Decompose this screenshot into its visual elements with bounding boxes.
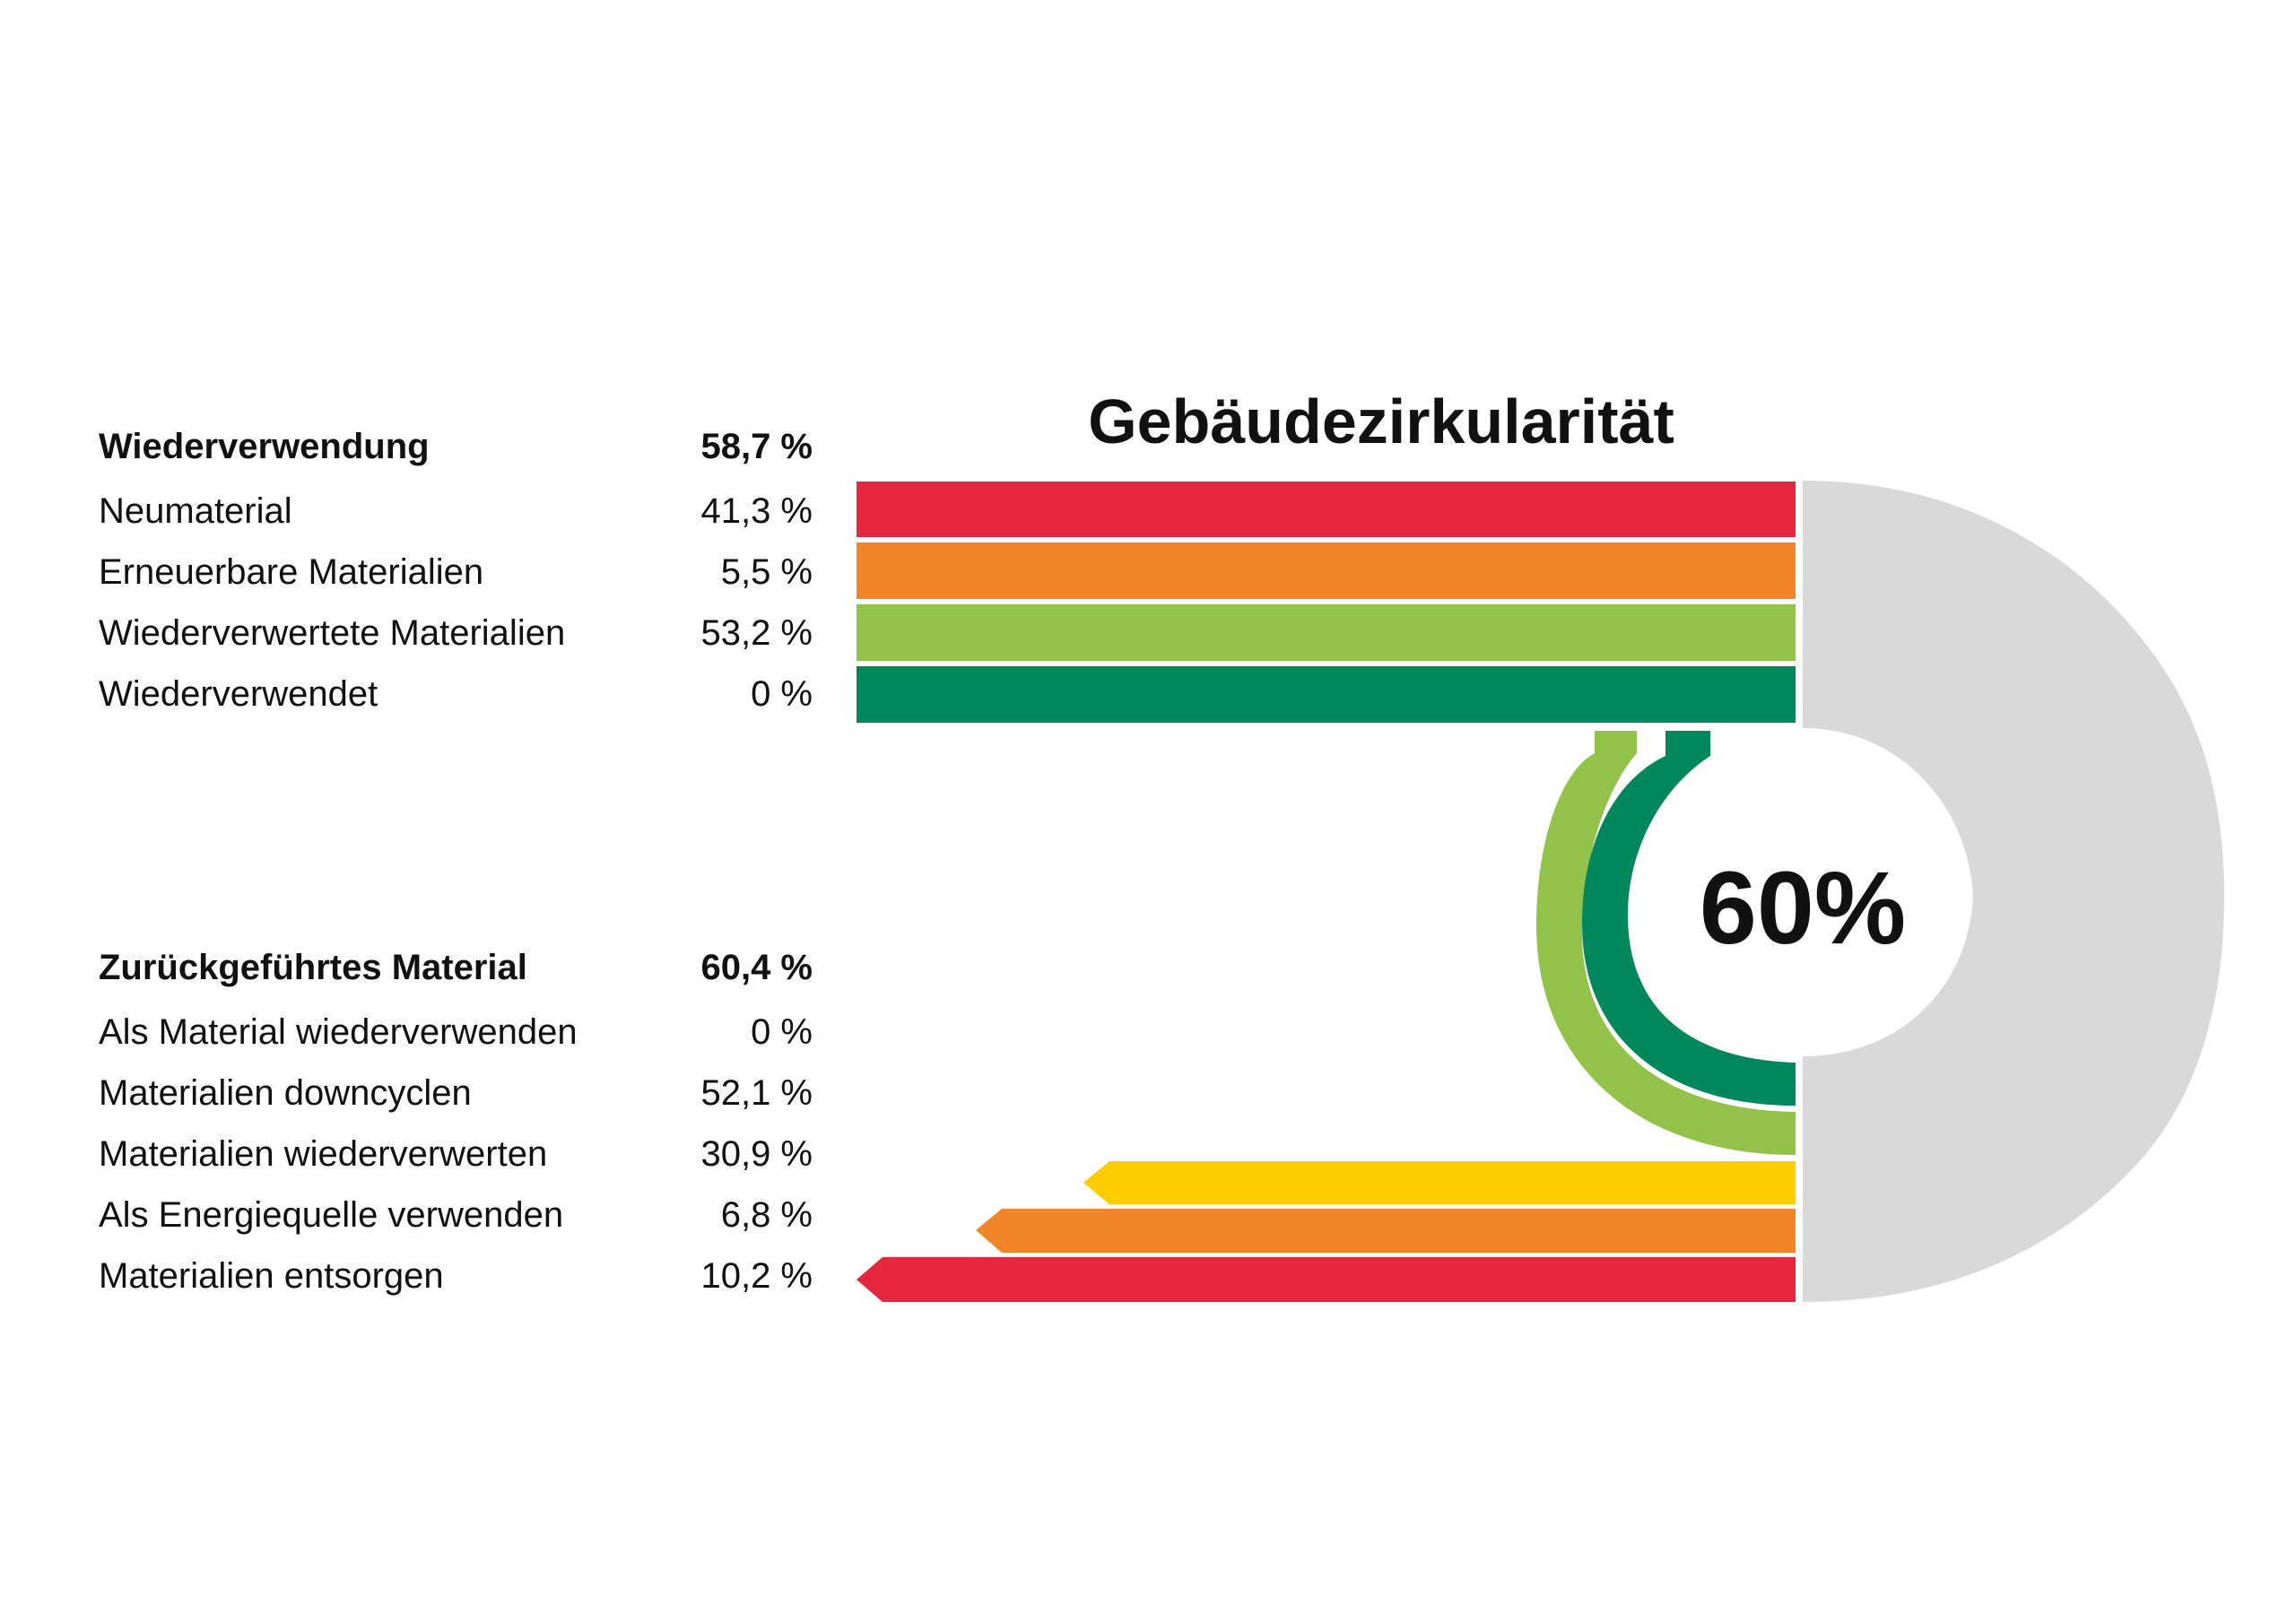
output-label-downcyclen: Materialien downcyclen bbox=[99, 1073, 472, 1113]
output-value-wiederverwerten: 30,9 % bbox=[700, 1134, 813, 1174]
output-heading-label: Zurückgeführtes Material bbox=[99, 948, 527, 987]
bar-wiederverwertete-materialien bbox=[857, 604, 1796, 661]
input-label-wiederverwendet: Wiederverwendet bbox=[99, 674, 378, 714]
circularity-value: 60% bbox=[1699, 851, 1907, 966]
output-label-entsorgen: Materialien entsorgen bbox=[99, 1256, 444, 1296]
output-value-wiederverwenden: 0 % bbox=[751, 1012, 813, 1052]
bar-erneuerbare-materialien bbox=[857, 542, 1796, 599]
input-label-neumaterial: Neumaterial bbox=[99, 491, 292, 531]
output-value-energiequelle: 6,8 % bbox=[720, 1195, 813, 1235]
input-value-erneuerbare: 5,5 % bbox=[720, 552, 813, 592]
output-value-entsorgen: 10,2 % bbox=[700, 1256, 813, 1296]
output-heading-value: 60,4 % bbox=[700, 948, 813, 987]
input-value-neumaterial: 41,3 % bbox=[700, 491, 813, 531]
arrow-wiederverwerten bbox=[1083, 1161, 1796, 1204]
loop-arc-wiederverwendung bbox=[1582, 731, 1796, 1106]
bar-neumaterial bbox=[857, 482, 1796, 537]
output-label-wiederverwenden: Als Material wiederverwenden bbox=[99, 1012, 578, 1052]
input-label-wiederverwertete: Wiederverwertete Materialien bbox=[99, 613, 566, 653]
output-label-wiederverwerten: Materialien wiederverwerten bbox=[99, 1134, 548, 1174]
arrow-entsorgen bbox=[857, 1257, 1796, 1302]
input-value-wiederverwendet: 0 % bbox=[751, 674, 813, 714]
bar-wiederverwendet bbox=[857, 666, 1796, 723]
arrow-energiequelle bbox=[976, 1209, 1796, 1253]
circularity-ring bbox=[1803, 481, 2224, 1302]
loop-arc-downcycling bbox=[1536, 731, 1796, 1155]
output-value-downcyclen: 52,1 % bbox=[700, 1073, 813, 1113]
input-heading-value: 58,7 % bbox=[700, 427, 813, 466]
input-value-wiederverwertete: 53,2 % bbox=[700, 613, 813, 653]
output-label-energiequelle: Als Energiequelle verwenden bbox=[99, 1195, 564, 1235]
input-heading-label: Wiederverwendung bbox=[99, 427, 430, 466]
input-label-erneuerbare: Erneuerbare Materialien bbox=[99, 552, 484, 592]
page-title: Gebäudezirkularität bbox=[1088, 386, 1674, 456]
